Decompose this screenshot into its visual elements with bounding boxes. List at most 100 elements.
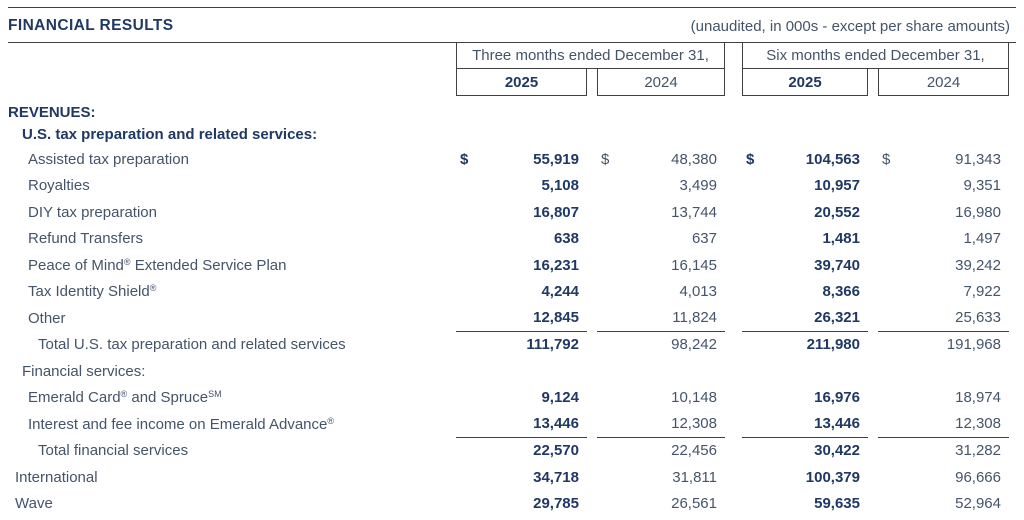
value-cell: 16,976 (742, 385, 868, 412)
row-label: Tax Identity Shield® (0, 283, 456, 300)
value-cell: 59,635 (742, 491, 868, 518)
row-label: Wave (0, 495, 456, 512)
value-cell: 29,785 (456, 491, 587, 518)
value-text: 52,964 (955, 495, 1001, 513)
table-row: Royalties 5,108 3,499 10,957 9,351 (0, 173, 1024, 200)
value-text: 5,108 (541, 177, 579, 195)
row-label: Financial services: (0, 363, 456, 380)
year-header-6mo-2024: 2024 (878, 69, 1009, 96)
table-row: Tax Identity Shield® 4,244 4,013 8,366 7,922 (0, 279, 1024, 306)
table-row: DIY tax preparation 16,807 13,744 20,552 16,… (0, 199, 1024, 226)
value-text: 13,446 (533, 415, 579, 433)
value-cell: 637 (597, 226, 725, 253)
value-text: 3,499 (679, 177, 717, 195)
period-header-three-months: Three months ended December 31, (456, 43, 725, 69)
value-cell: 39,740 (742, 252, 868, 279)
value-text: 16,976 (814, 389, 860, 407)
value-cell: 30,422 (742, 438, 868, 465)
title-row: FINANCIAL RESULTS (unaudited, in 000s - … (0, 8, 1024, 42)
table-row: International 34,718 31,811 100,379 96,666 (0, 464, 1024, 491)
value-cell: 31,811 (597, 464, 725, 491)
label-text: Tax Identity Shield (28, 283, 150, 301)
value-cell: 4,244 (456, 279, 587, 306)
value-cell: 13,446 (742, 411, 868, 438)
value-cell: 52,964 (878, 491, 1009, 518)
value-cell: 7,922 (878, 279, 1009, 306)
value-text: 26,321 (814, 309, 860, 327)
table-row: Total U.S. tax preparation and related s… (0, 332, 1024, 359)
label-text: and Spruce (127, 389, 209, 407)
value-cell: 16,980 (878, 199, 1009, 226)
value-text: 10,957 (814, 177, 860, 195)
table-row: Assisted tax preparation $55,919 $48,380 $1… (0, 146, 1024, 173)
year-header-3mo-2025: 2025 (456, 69, 587, 96)
row-label: International (0, 469, 456, 486)
value-text: 16,980 (955, 203, 1001, 221)
dollar-sign: $ (882, 150, 891, 168)
value-cell: 13,744 (597, 199, 725, 226)
value-text: 111,792 (526, 336, 579, 354)
label-text: REVENUES: (8, 103, 96, 121)
value-text: 8,366 (822, 283, 860, 301)
row-label: Assisted tax preparation (0, 151, 456, 168)
value-text: 39,242 (955, 256, 1001, 274)
value-cell: 12,308 (597, 411, 725, 438)
unaudited-note: (unaudited, in 000s - except per share a… (690, 17, 1010, 35)
label-text: Extended Service Plan (130, 256, 287, 274)
value-text: 637 (691, 230, 717, 248)
table-row: Total financial services 22,570 22,456 30,4… (0, 438, 1024, 465)
value-cell: 191,968 (878, 332, 1009, 359)
dollar-sign: $ (460, 150, 469, 168)
value-text: 25,633 (955, 309, 1001, 327)
value-text: 20,552 (814, 203, 860, 221)
dollar-sign: $ (601, 150, 610, 168)
value-text: 16,231 (533, 256, 579, 274)
table-row: U.S. tax preparation and related service… (0, 122, 1024, 146)
value-text: 104,563 (805, 150, 860, 168)
column-year-headers: 2025 2024 2025 2024 (0, 69, 1024, 96)
superscript-mark: ® (123, 256, 131, 267)
value-cell: 111,792 (456, 332, 587, 359)
dollar-sign: $ (746, 150, 755, 168)
value-cell: 12,845 (456, 305, 587, 332)
superscript-mark: SM (208, 389, 222, 400)
value-text: 9,124 (541, 389, 579, 407)
value-text: 30,422 (814, 442, 860, 460)
value-cell: 1,481 (742, 226, 868, 253)
value-cell: 16,807 (456, 199, 587, 226)
value-cell: 39,242 (878, 252, 1009, 279)
value-cell: 22,456 (597, 438, 725, 465)
value-text: 1,481 (822, 230, 860, 248)
header-rule (8, 42, 1016, 43)
value-cell: 3,499 (597, 173, 725, 200)
value-cell: 9,351 (878, 173, 1009, 200)
value-cell: 16,145 (597, 252, 725, 279)
row-label: Royalties (0, 177, 456, 194)
value-cell: 26,321 (742, 305, 868, 332)
value-cell: 26,561 (597, 491, 725, 518)
table-row: Peace of Mind® Extended Service Plan 16,2… (0, 252, 1024, 279)
value-text: 10,148 (671, 389, 717, 407)
label-text: Financial services: (22, 362, 146, 380)
value-text: 31,282 (955, 442, 1001, 460)
label-text: Assisted tax preparation (28, 150, 189, 168)
value-text: 211,980 (806, 336, 860, 354)
value-text: 22,456 (671, 442, 717, 460)
label-text: DIY tax preparation (28, 203, 157, 221)
value-text: 4,013 (679, 283, 717, 301)
value-cell: $55,919 (456, 146, 587, 173)
value-text: 39,740 (814, 256, 860, 274)
value-text: 12,308 (671, 415, 717, 433)
row-label: DIY tax preparation (0, 204, 456, 221)
value-text: 11,824 (672, 309, 717, 327)
value-cell: 100,379 (742, 464, 868, 491)
value-text: 55,919 (533, 150, 579, 168)
value-cell: $104,563 (742, 146, 868, 173)
label-text: Peace of Mind (28, 256, 124, 274)
top-rule (8, 7, 1016, 8)
value-cell: 31,282 (878, 438, 1009, 465)
label-text: Royalties (28, 177, 90, 195)
label-text: Interest and fee income on Emerald Advan… (28, 415, 328, 433)
value-cell: 9,124 (456, 385, 587, 412)
